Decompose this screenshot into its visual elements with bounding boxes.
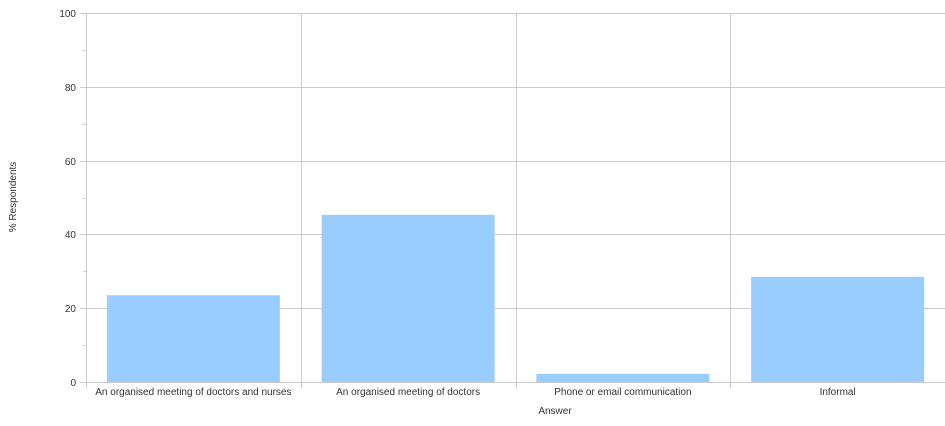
- y-tick-label: 100: [59, 9, 76, 20]
- x-tick-label: An organised meeting of doctors: [336, 387, 480, 398]
- x-axis-title: Answer: [538, 406, 572, 417]
- x-tick-label: Phone or email communication: [554, 387, 691, 398]
- bar[interactable]: [321, 214, 495, 382]
- x-tick-label: An organised meeting of doctors and nurs…: [95, 387, 291, 398]
- bar[interactable]: [751, 276, 925, 382]
- bars: [106, 214, 925, 382]
- x-tick-label: Informal: [820, 387, 856, 398]
- y-tick-label: 0: [70, 378, 76, 389]
- y-tick-label: 40: [65, 230, 77, 241]
- bar[interactable]: [106, 295, 280, 382]
- y-tick-label: 20: [65, 304, 77, 315]
- y-axis-title: % Respondents: [8, 162, 19, 233]
- axes: 0 20 40 60 80 100 An organised meeting of doct…: [59, 9, 855, 398]
- y-tick-label: 80: [65, 83, 77, 94]
- y-tick-label: 60: [65, 157, 77, 168]
- bar[interactable]: [536, 373, 710, 382]
